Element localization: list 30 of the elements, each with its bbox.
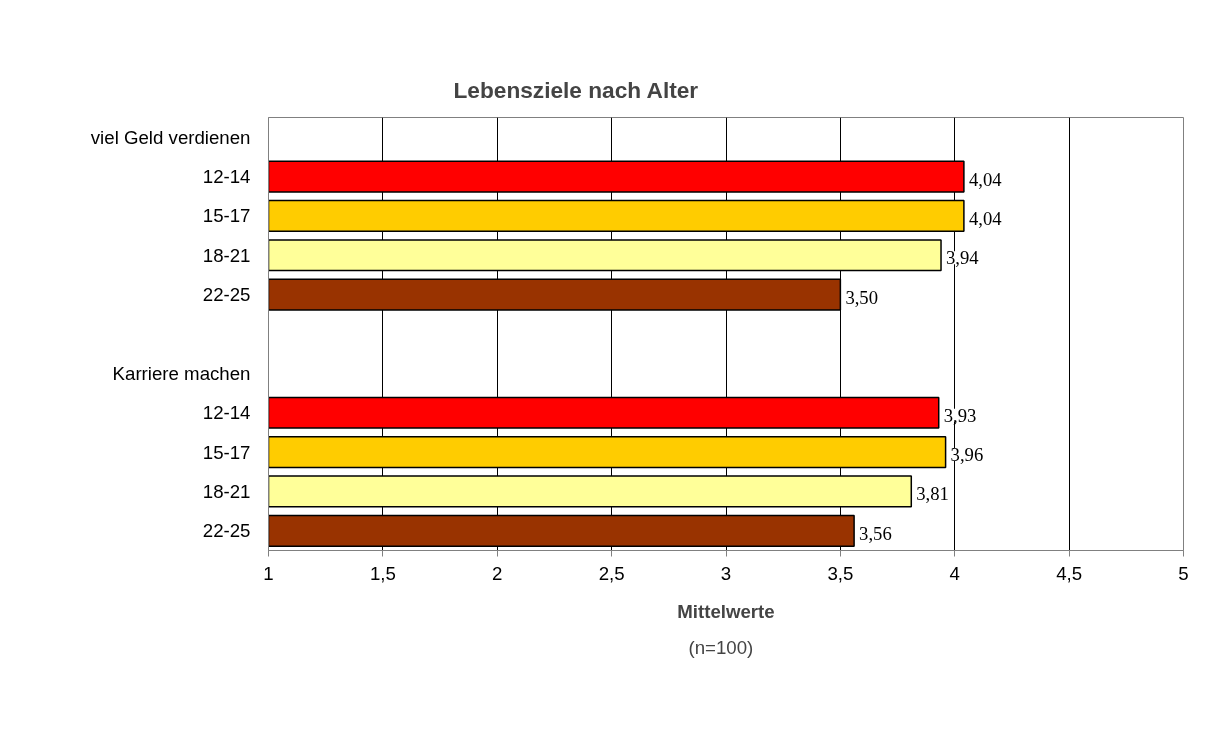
data-label: 3,50 <box>845 286 879 308</box>
data-label: 3,93 <box>943 404 977 426</box>
x-tick-label: 3 <box>720 562 732 584</box>
x-tick-label: 1,5 <box>369 562 396 584</box>
data-label: 3,81 <box>916 483 949 505</box>
y-tick-label: 22-25 <box>202 520 251 542</box>
data-label: 3,94 <box>946 247 980 269</box>
x-tick-label: 4,5 <box>1056 562 1083 584</box>
x-tick-label: 2,5 <box>598 562 625 584</box>
x-tick-label: 4 <box>949 562 960 584</box>
y-tick-label: 18-21 <box>202 244 251 266</box>
x-tick-label: 2 <box>492 562 503 584</box>
data-label: 4,04 <box>968 207 1003 229</box>
y-tick-label: 15-17 <box>202 205 251 227</box>
data-label: 4,04 <box>968 168 1003 190</box>
data-label: 3,56 <box>859 522 892 544</box>
y-tick-label: 18-21 <box>202 480 251 502</box>
x-tick-label: 1 <box>263 562 274 584</box>
y-tick-label: 22-25 <box>202 284 251 306</box>
y-tick-label: 12-14 <box>202 166 251 188</box>
x-axis-title: Mittelwerte <box>677 600 775 622</box>
y-tick-label: 12-14 <box>202 402 251 424</box>
y-tick-label: 15-17 <box>202 441 251 463</box>
x-tick-label: 3,5 <box>827 562 854 584</box>
chart-title: Lebensziele nach Alter <box>453 76 699 103</box>
y-tick-label: Karriere machen <box>112 362 251 384</box>
text: (n=100) <box>688 636 754 658</box>
data-label: 3,96 <box>950 444 984 466</box>
y-tick-label: viel Geld verdienen <box>90 126 251 148</box>
x-tick-label: 5 <box>1178 562 1189 584</box>
